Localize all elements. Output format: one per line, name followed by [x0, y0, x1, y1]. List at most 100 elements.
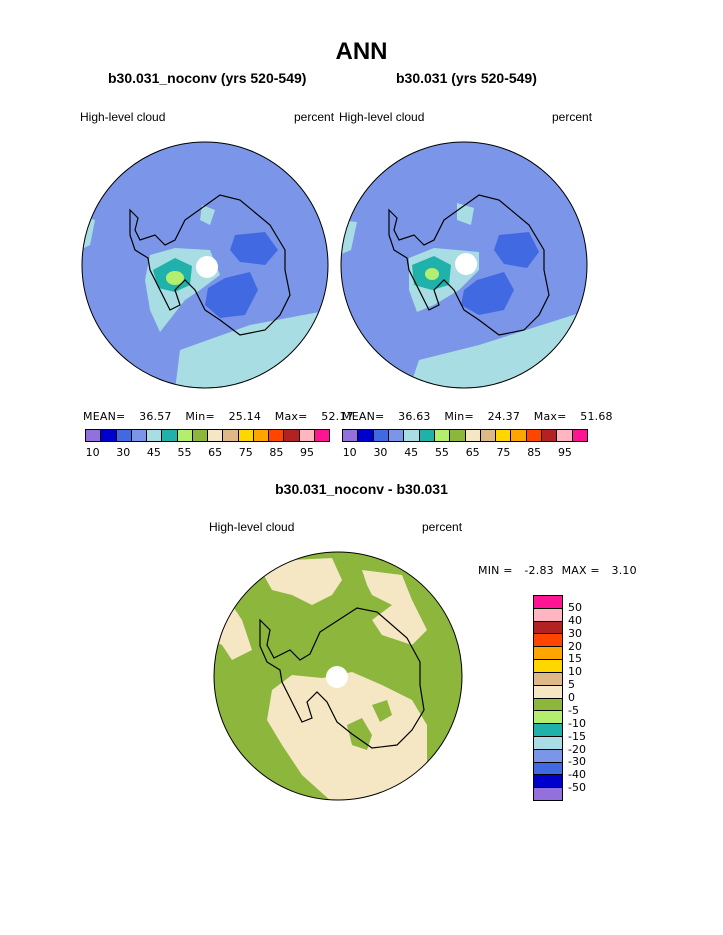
diff-colorbar-swatch-2	[534, 621, 562, 635]
panel2-colorbar-swatch-14	[557, 430, 573, 441]
panel2-colorbar-tick-label: 10	[342, 446, 357, 459]
diff-negative-patch-2	[347, 718, 372, 750]
panel1-colorbar-tick-label: 85	[269, 446, 284, 459]
diff-colorbar-tick-label: -10	[568, 716, 586, 730]
panel2-dark-blue-cell-1	[494, 232, 539, 268]
figure-title: ANN	[335, 38, 388, 65]
diff-pole-hole	[326, 666, 348, 688]
panel1-dark-blue-cell-2	[205, 272, 258, 318]
panel2-colorbar-swatch-0	[343, 430, 359, 441]
panel2-colorbar-swatch-11	[511, 430, 527, 441]
panel2-colorbar-swatch-10	[496, 430, 512, 441]
panel2-stats: MEAN= 36.63 Min= 24.37 Max= 51.68	[342, 410, 613, 423]
panel1-pole-hole	[196, 256, 218, 278]
diff-colorbar-tick-label: 5	[568, 678, 575, 692]
panel2-colorbar-tick-label: 95	[557, 446, 572, 459]
panel1-colorbar-swatch-5	[162, 430, 178, 441]
panel1-units: percent	[294, 110, 335, 124]
panel1-max-value: 52.17	[321, 410, 354, 423]
diff-colorbar	[533, 595, 563, 801]
diff-colorbar-tick-label: 0	[568, 691, 575, 704]
panel1-colorbar-swatch-11	[253, 430, 269, 441]
panel2-colorbar-swatch-13	[542, 430, 558, 441]
panel2-polar-map	[340, 141, 588, 389]
panel2-colorbar-tick-label: 75	[496, 446, 511, 459]
diff-antarctica-outline	[259, 607, 425, 749]
panel2-colorbar-tick-label: 65	[465, 446, 480, 459]
panel2-colorbar-swatch-6	[434, 430, 451, 441]
panel2-colorbar-swatch-8	[465, 430, 481, 441]
diff-colorbar-tick-label: -20	[568, 742, 586, 756]
diff-colorbar-tick-label: -15	[568, 729, 586, 743]
panel2-pole-hole	[455, 253, 477, 275]
panel2-colorbar-swatch-7	[450, 430, 466, 441]
diff-positive-region-northeast	[362, 570, 427, 645]
panel1-polar-map	[81, 141, 329, 389]
panel2-antarctica-outline	[388, 194, 550, 336]
panel2-min-value: 24.37	[487, 410, 521, 423]
panel1-colorbar-swatch-3	[131, 430, 147, 441]
diff-colorbar-swatch-15	[534, 788, 562, 800]
panel2-min-label: Min=	[444, 410, 474, 423]
panel2-mean-label: MEAN=	[342, 410, 385, 423]
panel2-colorbar	[342, 429, 588, 442]
diff-colorbar-swatch-3	[534, 634, 562, 648]
diff-colorbar-swatch-4	[534, 647, 562, 661]
panel2-mean-value: 36.63	[398, 410, 431, 423]
diff-max-label: MAX =	[561, 564, 600, 577]
diff-colorbar-swatch-6	[534, 672, 562, 686]
panel1-colorbar-tick-label: 75	[238, 446, 253, 459]
diff-colorbar-tick-label: -30	[568, 755, 586, 769]
panel2-max-label: Max=	[533, 410, 567, 423]
panel1-colorbar-tick-label: 10	[85, 446, 100, 459]
panel1-max-label: Max=	[274, 410, 308, 423]
diff-max-value: 3.10	[611, 564, 637, 577]
panel2-variable: High-level cloud	[339, 110, 425, 124]
diff-min-label: MIN =	[478, 564, 513, 577]
panel1-colorbar-swatch-13	[284, 430, 300, 441]
diff-title: b30.031_noconv - b30.031	[275, 481, 448, 497]
diff-colorbar-swatch-14	[534, 775, 562, 789]
diff-min-value: -2.83	[524, 564, 554, 577]
panel1-colorbar	[85, 429, 330, 442]
diff-colorbar-tick-label: -40	[568, 768, 586, 782]
diff-colorbar-tick-label: 40	[568, 613, 582, 627]
panel2-colorbar-swatch-4	[404, 430, 420, 441]
panel1-mean-value: 36.57	[139, 410, 172, 423]
panel2-colorbar-tick-label: 45	[404, 446, 419, 459]
panel2-units: percent	[552, 110, 593, 124]
panel2-green-core	[425, 268, 439, 280]
panel1-case-title: b30.031_noconv (yrs 520-549)	[108, 70, 307, 86]
panel1-antarctica-outline	[129, 194, 291, 336]
panel1-colorbar-swatch-2	[116, 430, 132, 441]
panel1-colorbar-swatch-14	[299, 430, 315, 441]
panel1-dark-blue-cell-1	[230, 232, 278, 265]
panel1-colorbar-swatch-0	[86, 430, 102, 441]
panel1-colorbar-swatch-7	[192, 430, 208, 441]
panel1-green-core	[166, 271, 184, 285]
panel2-case-title: b30.031 (yrs 520-549)	[396, 70, 537, 86]
panel1-colorbar-tick-label: 95	[300, 446, 315, 459]
diff-variable: High-level cloud	[209, 520, 295, 534]
panel1-colorbar-tick-label: 65	[208, 446, 223, 459]
diff-colorbar-tick-label: 15	[568, 652, 582, 666]
panel1-stats: MEAN= 36.57 Min= 25.14 Max= 52.17	[83, 410, 354, 423]
panel2-colorbar-tick-label: 85	[527, 446, 542, 459]
diff-polar-map	[213, 551, 463, 801]
diff-colorbar-tick-label: 10	[568, 665, 582, 679]
panel1-min-value: 25.14	[228, 410, 262, 423]
diff-colorbar-swatch-9	[534, 711, 562, 725]
panel2-colorbar-swatch-1	[358, 430, 374, 441]
panel2-dark-blue-cell-2	[461, 272, 514, 315]
diff-colorbar-swatch-0	[534, 596, 562, 609]
panel2-colorbar-swatch-12	[526, 430, 543, 441]
diff-colorbar-swatch-1	[534, 608, 562, 622]
diff-colorbar-swatch-11	[534, 736, 562, 750]
panel1-colorbar-swatch-9	[223, 430, 239, 441]
diff-colorbar-tick-label: 20	[568, 639, 582, 653]
panel2-light-region-patch	[457, 203, 474, 225]
panel2-colorbar-swatch-9	[480, 430, 497, 441]
panel1-light-region-patch	[200, 205, 215, 225]
diff-colorbar-swatch-5	[534, 660, 562, 673]
diff-colorbar-swatch-12	[534, 749, 562, 763]
